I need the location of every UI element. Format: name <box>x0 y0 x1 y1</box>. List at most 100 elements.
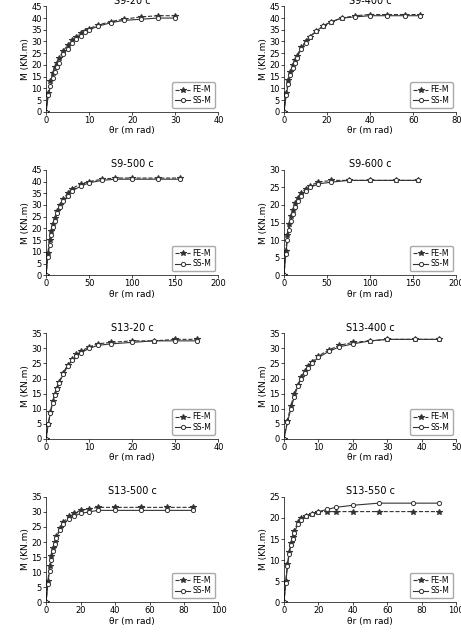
FE-M <box>190 503 195 511</box>
SS-M <box>285 80 291 87</box>
SS-M <box>54 63 59 71</box>
FE-M <box>285 76 291 84</box>
FE-M <box>54 384 59 391</box>
Title: S9-20 c: S9-20 c <box>114 0 151 6</box>
X-axis label: θr (m rad): θr (m rad) <box>347 617 393 626</box>
X-axis label: θr (m rad): θr (m rad) <box>347 126 393 136</box>
FE-M <box>302 367 307 375</box>
FE-M <box>112 174 118 182</box>
FE-M <box>284 89 289 97</box>
SS-M <box>69 39 75 46</box>
SS-M <box>43 108 49 115</box>
Line: SS-M: SS-M <box>282 501 441 604</box>
FE-M <box>155 12 161 20</box>
Title: S9-600 c: S9-600 c <box>349 159 391 169</box>
FE-M <box>288 212 294 219</box>
SS-M <box>53 534 59 541</box>
Y-axis label: M (KN.m): M (KN.m) <box>21 38 30 80</box>
FE-M <box>367 177 373 184</box>
FE-M <box>283 247 289 254</box>
SS-M <box>172 14 178 22</box>
SS-M <box>164 507 170 514</box>
FE-M <box>60 195 66 203</box>
FE-M <box>45 578 51 585</box>
SS-M <box>47 567 52 574</box>
FE-M <box>415 177 420 184</box>
SS-M <box>285 236 290 244</box>
FE-M <box>130 174 135 182</box>
FE-M <box>292 56 297 64</box>
FE-M <box>320 22 325 30</box>
FE-M <box>298 44 304 51</box>
SS-M <box>48 231 54 239</box>
SS-M <box>411 500 416 507</box>
SS-M <box>100 177 105 184</box>
SS-M <box>350 340 356 347</box>
FE-M <box>60 47 66 55</box>
SS-M <box>291 529 297 536</box>
SS-M <box>50 74 55 82</box>
FE-M <box>52 63 58 71</box>
SS-M <box>376 500 382 507</box>
Y-axis label: M (KN.m): M (KN.m) <box>21 529 30 571</box>
SS-M <box>108 19 113 27</box>
SS-M <box>309 510 314 517</box>
FE-M <box>307 33 313 41</box>
SS-M <box>45 253 51 261</box>
SS-M <box>60 520 66 527</box>
FE-M <box>290 533 296 541</box>
SS-M <box>298 45 304 53</box>
X-axis label: θr (m rad): θr (m rad) <box>347 290 393 299</box>
Line: SS-M: SS-M <box>44 508 195 604</box>
SS-M <box>285 418 290 426</box>
Line: SS-M: SS-M <box>282 178 420 278</box>
Title: S13-400 c: S13-400 c <box>346 323 395 333</box>
SS-M <box>130 176 135 183</box>
SS-M <box>60 198 66 205</box>
Line: FE-M: FE-M <box>43 505 195 605</box>
Line: FE-M: FE-M <box>43 337 200 442</box>
FE-M <box>316 508 321 515</box>
SS-M <box>329 18 334 25</box>
SS-M <box>283 579 289 587</box>
SS-M <box>138 507 144 514</box>
Title: S13-550 c: S13-550 c <box>346 486 395 496</box>
Legend: FE-M, SS-M: FE-M, SS-M <box>172 246 215 271</box>
SS-M <box>288 405 294 413</box>
SS-M <box>194 337 200 345</box>
FE-M <box>194 335 200 343</box>
SS-M <box>295 521 301 528</box>
FE-M <box>316 352 321 359</box>
SS-M <box>333 503 338 511</box>
SS-M <box>95 507 100 514</box>
Y-axis label: M (KN.m): M (KN.m) <box>259 365 268 407</box>
SS-M <box>86 345 92 353</box>
FE-M <box>46 420 51 427</box>
FE-M <box>281 108 287 115</box>
SS-M <box>288 217 294 224</box>
FE-M <box>164 503 170 511</box>
Line: SS-M: SS-M <box>44 339 199 441</box>
FE-M <box>47 562 52 570</box>
FE-M <box>285 231 290 238</box>
FE-M <box>65 361 71 369</box>
SS-M <box>112 176 118 183</box>
FE-M <box>329 18 334 25</box>
FE-M <box>48 552 54 559</box>
FE-M <box>47 77 53 85</box>
SS-M <box>95 342 100 349</box>
FE-M <box>292 200 298 207</box>
Y-axis label: M (KN.m): M (KN.m) <box>21 365 30 407</box>
FE-M <box>78 30 83 37</box>
FE-M <box>295 194 301 202</box>
FE-M <box>69 37 75 44</box>
SS-M <box>288 541 294 549</box>
SS-M <box>288 72 293 79</box>
SS-M <box>82 29 88 36</box>
SS-M <box>286 550 292 557</box>
FE-M <box>285 417 290 425</box>
SS-M <box>292 59 297 67</box>
SS-M <box>326 347 331 355</box>
SS-M <box>52 540 58 547</box>
Title: S13-20 c: S13-20 c <box>111 323 154 333</box>
